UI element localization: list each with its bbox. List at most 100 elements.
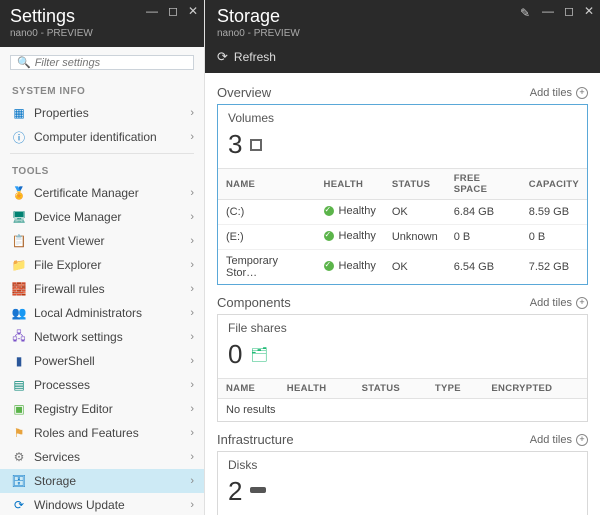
refresh-button[interactable]: Refresh bbox=[234, 50, 276, 64]
filter-settings-input[interactable] bbox=[35, 57, 187, 69]
table-row[interactable]: (C:) Healthy OK 6.84 GB 8.59 GB bbox=[218, 200, 587, 225]
maximize-icon[interactable]: ◻ bbox=[564, 4, 574, 18]
storage-header: Storage nano0 - PREVIEW ✎ — ◻ ✕ bbox=[205, 0, 600, 45]
sidebar-item-services[interactable]: ⚙ Services › bbox=[0, 445, 204, 469]
cell-cap: 7.52 GB bbox=[521, 250, 587, 285]
sidebar-item-event-viewer[interactable]: 📋 Event Viewer › bbox=[0, 229, 204, 253]
volumes-title: Volumes bbox=[218, 105, 587, 127]
sidebar-item-local-admins[interactable]: 👥 Local Administrators › bbox=[0, 301, 204, 325]
disks-card[interactable]: Disks 2 NAME HEALTH STATUS UNALLOCATED C… bbox=[217, 451, 588, 515]
volumes-card[interactable]: Volumes 3 NAME HEALTH STATUS FREE SPACE … bbox=[217, 104, 588, 285]
sidebar-item-processes[interactable]: ▤ Processes › bbox=[0, 373, 204, 397]
col-encrypted[interactable]: ENCRYPTED bbox=[483, 379, 587, 399]
chevron-right-icon: › bbox=[190, 235, 194, 247]
powershell-icon: ▮ bbox=[12, 354, 26, 368]
fileshares-table: NAME HEALTH STATUS TYPE ENCRYPTED No res… bbox=[218, 378, 587, 421]
col-status[interactable]: STATUS bbox=[354, 379, 427, 399]
col-capacity[interactable]: CAPACITY bbox=[521, 169, 587, 200]
close-icon[interactable]: ✕ bbox=[188, 4, 198, 18]
col-status[interactable]: STATUS bbox=[384, 169, 446, 200]
section-title: Overview bbox=[217, 85, 271, 100]
plus-icon: + bbox=[576, 434, 588, 446]
properties-icon: ▦ bbox=[12, 106, 26, 120]
cell-health: Healthy bbox=[316, 225, 384, 250]
sidebar-item-network[interactable]: 🖧 Network settings › bbox=[0, 325, 204, 349]
sidebar-item-label: Storage bbox=[34, 474, 190, 488]
cell-cap: 0 B bbox=[521, 225, 587, 250]
col-free[interactable]: FREE SPACE bbox=[446, 169, 521, 200]
chevron-right-icon: › bbox=[190, 259, 194, 271]
storage-title: Storage bbox=[217, 6, 590, 27]
chevron-right-icon: › bbox=[190, 355, 194, 367]
sidebar-item-cert-manager[interactable]: 🏅 Certificate Manager › bbox=[0, 181, 204, 205]
sidebar-item-file-explorer[interactable]: 📁 File Explorer › bbox=[0, 253, 204, 277]
sidebar-item-computer-id[interactable]: ⓘ Computer identification › bbox=[0, 125, 204, 149]
sidebar-item-roles[interactable]: ⚑ Roles and Features › bbox=[0, 421, 204, 445]
table-row[interactable]: Temporary Stor… Healthy OK 6.54 GB 7.52 … bbox=[218, 250, 587, 285]
chevron-right-icon: › bbox=[190, 427, 194, 439]
update-icon: ⟳ bbox=[12, 498, 26, 512]
chevron-right-icon: › bbox=[190, 331, 194, 343]
cell-name: Temporary Stor… bbox=[218, 250, 316, 285]
sidebar-item-label: Certificate Manager bbox=[34, 186, 190, 200]
health-ok-icon bbox=[324, 206, 334, 216]
window-controls-right: — ◻ ✕ bbox=[542, 4, 594, 18]
no-results-label: No results bbox=[218, 399, 587, 422]
close-icon[interactable]: ✕ bbox=[584, 4, 594, 18]
window-controls-left: — ◻ ✕ bbox=[146, 4, 198, 18]
storage-pane: Storage nano0 - PREVIEW ✎ — ◻ ✕ ⟳ Refres… bbox=[205, 0, 600, 515]
sidebar-item-registry[interactable]: ▣ Registry Editor › bbox=[0, 397, 204, 421]
sidebar-item-powershell[interactable]: ▮ PowerShell › bbox=[0, 349, 204, 373]
maximize-icon[interactable]: ◻ bbox=[168, 4, 178, 18]
table-row[interactable]: (E:) Healthy Unknown 0 B 0 B bbox=[218, 225, 587, 250]
plus-icon: + bbox=[576, 87, 588, 99]
sidebar-item-windows-update[interactable]: ⟳ Windows Update › bbox=[0, 493, 204, 517]
col-type[interactable]: TYPE bbox=[427, 379, 484, 399]
cell-free: 0 B bbox=[446, 225, 521, 250]
sidebar-item-storage[interactable]: 🗄 Storage › bbox=[0, 469, 204, 493]
sidebar-item-label: Services bbox=[34, 450, 190, 464]
cell-free: 6.54 GB bbox=[446, 250, 521, 285]
sidebar-item-label: Device Manager bbox=[34, 210, 190, 224]
cell-health: Healthy bbox=[316, 250, 384, 285]
info-icon: ⓘ bbox=[12, 130, 26, 144]
add-tiles-button[interactable]: Add tiles + bbox=[530, 434, 588, 446]
fileshare-icon: 🗂 bbox=[250, 346, 268, 363]
pin-icon[interactable]: ✎ bbox=[520, 6, 530, 20]
sidebar-item-device-manager[interactable]: 🖥 Device Manager › bbox=[0, 205, 204, 229]
col-health[interactable]: HEALTH bbox=[279, 379, 354, 399]
cell-cap: 8.59 GB bbox=[521, 200, 587, 225]
sidebar-item-properties[interactable]: ▦ Properties › bbox=[0, 101, 204, 125]
fileshares-summary: 0 🗂 bbox=[218, 337, 587, 378]
health-ok-icon bbox=[324, 231, 334, 241]
sidebar-item-firewall[interactable]: 🧱 Firewall rules › bbox=[0, 277, 204, 301]
services-icon: ⚙ bbox=[12, 450, 26, 464]
col-name[interactable]: NAME bbox=[218, 379, 279, 399]
sidebar-item-label: Roles and Features bbox=[34, 426, 190, 440]
processes-icon: ▤ bbox=[12, 378, 26, 392]
fileshares-count: 0 bbox=[228, 339, 242, 370]
minimize-icon[interactable]: — bbox=[146, 4, 158, 18]
minimize-icon[interactable]: — bbox=[542, 4, 554, 18]
disks-title: Disks bbox=[218, 452, 587, 474]
settings-header: Settings nano0 - PREVIEW — ◻ ✕ bbox=[0, 0, 204, 47]
col-health[interactable]: HEALTH bbox=[316, 169, 384, 200]
refresh-icon[interactable]: ⟳ bbox=[217, 49, 228, 65]
add-tiles-button[interactable]: Add tiles + bbox=[530, 297, 588, 309]
filter-settings-input-wrap[interactable]: 🔍 bbox=[10, 55, 194, 70]
event-icon: 📋 bbox=[12, 234, 26, 248]
section-title: Infrastructure bbox=[217, 432, 294, 447]
chevron-right-icon: › bbox=[190, 187, 194, 199]
sidebar-item-label: Windows Update bbox=[34, 498, 190, 512]
network-icon: 🖧 bbox=[12, 330, 26, 344]
chevron-right-icon: › bbox=[190, 211, 194, 223]
sidebar-item-label: PowerShell bbox=[34, 354, 190, 368]
add-tiles-button[interactable]: Add tiles + bbox=[530, 87, 588, 99]
chevron-right-icon: › bbox=[190, 475, 194, 487]
chevron-right-icon: › bbox=[190, 451, 194, 463]
fileshares-card[interactable]: File shares 0 🗂 NAME HEALTH STATUS TYPE … bbox=[217, 314, 588, 422]
col-name[interactable]: NAME bbox=[218, 169, 316, 200]
sidebar-item-label: Firewall rules bbox=[34, 282, 190, 296]
cell-free: 6.84 GB bbox=[446, 200, 521, 225]
roles-icon: ⚑ bbox=[12, 426, 26, 440]
